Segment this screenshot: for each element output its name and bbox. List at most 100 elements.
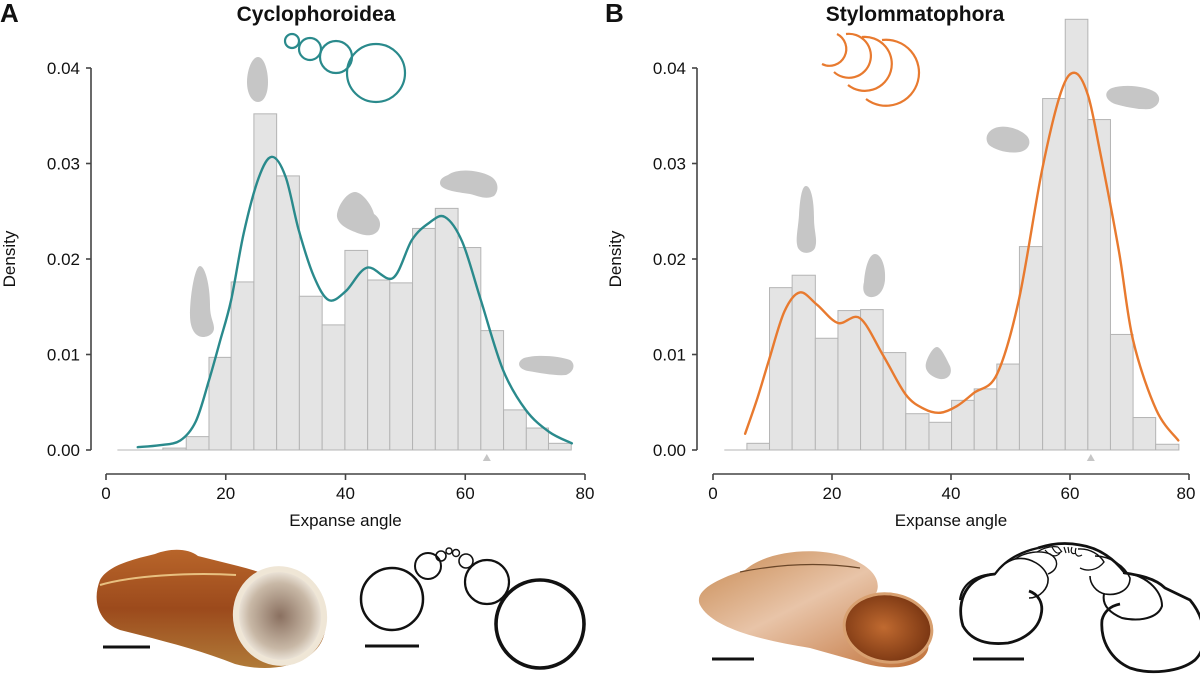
whorl-section [463,558,511,606]
x-tick-label: 60 [456,484,475,503]
globose-shell-silhouette-icon [986,126,1030,153]
y-tick-label: 0.00 [653,441,686,460]
aperture-crescents-icon [821,32,921,107]
histogram-bar [367,279,391,451]
x-tick-label: 20 [216,484,235,503]
aperture-crescent-3 [847,35,893,92]
x-tick-label: 0 [101,484,110,503]
histogram-bar [905,413,930,451]
shell-aperture [842,592,934,664]
panel-letter-a: A [0,0,19,28]
panel-title-a: Cyclophoroidea [237,3,396,26]
median-marker-b [1086,454,1095,461]
histogram-bar [389,282,414,451]
whorl-section [494,578,586,670]
shell-aperture [232,566,328,666]
apex-whorls [1036,546,1083,557]
aperture-crescent-1 [821,33,848,67]
histogram-bar [882,352,907,451]
whorl-section [445,547,453,555]
density-curve-line [743,71,1180,442]
x-tick-label: 0 [708,484,717,503]
outer-outline [958,546,1039,601]
shell-photo-a [96,549,328,669]
x-tick-label: 60 [1061,484,1080,503]
histogram-bar [321,324,346,451]
turreted-shell-silhouette-icon [863,254,886,298]
panel-b: B Stylommatophora 0.04 0.03 0.02 0 [605,0,1200,674]
histogram-bar [344,249,369,451]
y-tick-label: 0.03 [47,155,80,174]
shell-cross-section-b [958,542,1200,674]
whorl-section [414,552,442,580]
aperture-circles-icon [283,32,407,104]
x-axis-title: Expanse angle [895,511,1007,530]
flat-shell-silhouette-icon [519,355,574,376]
histogram-bar [1155,443,1180,451]
shell-photo-b [698,551,934,668]
conical-shell-silhouette-icon [925,347,951,380]
shell-suture [739,563,861,573]
shell-band [99,573,237,586]
whorl-section [1102,572,1164,621]
histogram-bar [503,409,527,451]
whorl-section [1077,548,1105,571]
shell-silhouettes-b [796,85,1160,380]
x-tick-label: 80 [1177,484,1196,503]
whorl-section [451,548,461,558]
histogram-bar [769,287,793,451]
panel-letter-b: B [605,0,624,28]
y-tick-label: 0.01 [47,346,80,365]
x-tick-label: 40 [942,484,961,503]
histogram-bars-b [724,18,1180,451]
median-marker-a [482,454,491,461]
histogram-bar [457,247,482,451]
histogram-bar [1109,333,1134,451]
y-tick-label: 0.04 [47,59,80,78]
body-whorl-section [1037,542,1200,674]
x-tick-label: 20 [823,484,842,503]
histogram-bar [814,337,839,451]
whorl-section [435,550,447,562]
aperture-circle-4 [345,42,407,104]
panel-a: A Cyclophoroidea 0.04 0.03 0.0 [0,0,594,670]
histogram-bar [746,442,771,451]
whorl-section [458,553,474,569]
whorl-section [959,572,1044,645]
y-tick-label: 0.02 [653,250,686,269]
aperture-crescent-2 [833,32,872,79]
histogram-bar [996,363,1020,451]
histogram-bar [480,330,505,451]
density-curve-b [743,71,1180,442]
depressed-shell-silhouette-icon [1106,85,1160,110]
histogram-bar [1087,119,1111,451]
aperture-circle-1 [283,32,301,50]
histogram-bar [1132,417,1157,451]
histogram-bar [525,427,549,451]
x-axis-a: 0 20 40 60 80 Expanse angle [101,473,594,530]
x-axis-b: 0 20 40 60 80 Expanse angle [708,473,1196,530]
histogram-bar [973,388,998,451]
density-curve-a [136,155,574,449]
histogram-bar [928,421,953,451]
x-axis-title: Expanse angle [289,511,401,530]
histogram-bar [162,447,187,451]
histogram-bar [185,436,210,451]
y-tick-label: 0.03 [653,155,686,174]
triangle-marker-icon [482,454,491,461]
x-tick-label: 40 [336,484,355,503]
y-axis-b: 0.04 0.03 0.02 0.01 0.00 Density [606,59,698,460]
histogram-bar [547,442,572,451]
turreted-shell-silhouette-icon [190,266,214,337]
panel-title-b: Stylommatophora [826,3,1005,26]
histogram-bar [298,295,323,451]
y-tick-label: 0.02 [47,250,80,269]
y-axis-title: Density [0,230,19,287]
y-axis-a: 0.04 0.03 0.02 0.01 0.00 Density [0,59,92,460]
whorl-section [1089,555,1131,596]
histogram-bar [837,310,862,451]
whorl-section [359,566,425,632]
aperture-circle-2 [297,36,323,62]
y-axis-title: Density [606,230,625,287]
